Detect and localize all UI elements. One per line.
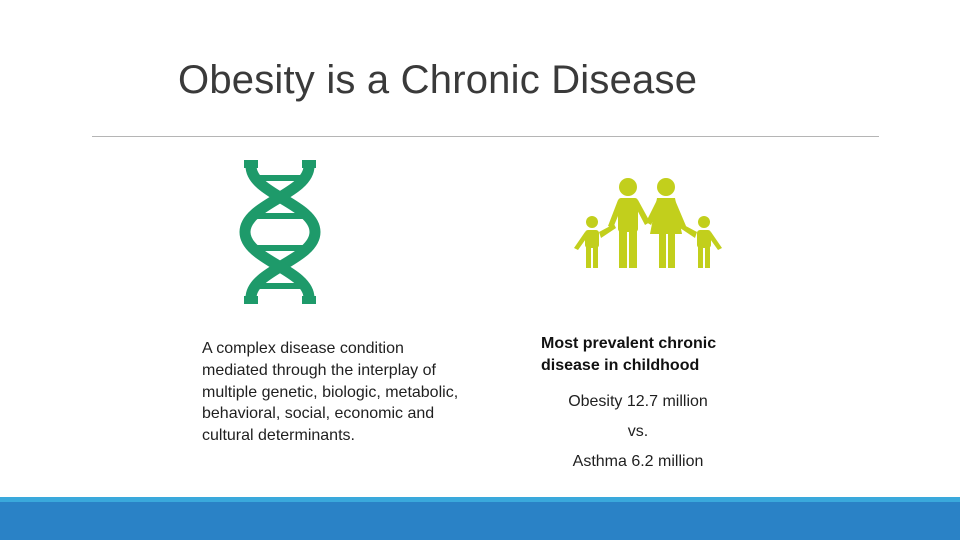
stat-versus: vs. — [627, 423, 649, 440]
prevalence-heading: Most prevalent chronic disease in childh… — [541, 335, 717, 374]
family-icon — [574, 178, 722, 268]
description-text: A complex disease condition mediated thr… — [202, 340, 459, 445]
dna-icon — [239, 160, 321, 304]
footer-bar — [0, 502, 960, 540]
footer-accent-bar — [0, 497, 960, 502]
stat-asthma: Asthma 6.2 million — [572, 453, 704, 470]
title-divider — [92, 136, 879, 137]
slide-title: Obesity is a Chronic Disease — [178, 58, 698, 102]
stat-obesity: Obesity 12.7 million — [568, 393, 708, 410]
